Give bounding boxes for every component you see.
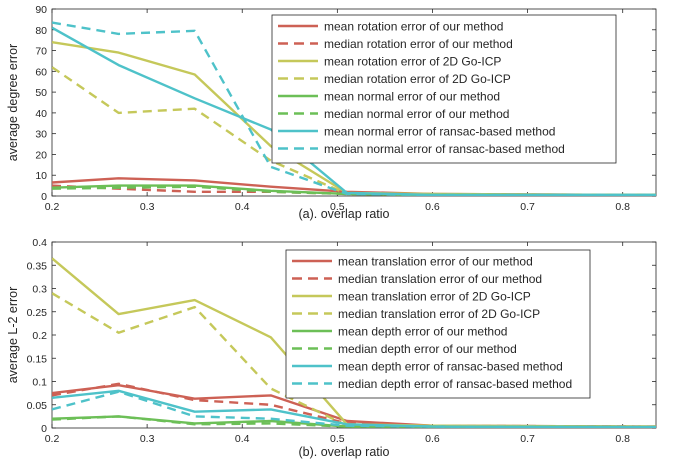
y-axis-label: average degree error	[6, 44, 20, 161]
x-tick-label: 0.4	[235, 201, 250, 213]
legend-label: median depth error of our method	[338, 342, 517, 356]
series-group	[52, 21, 656, 196]
legend: mean translation error of our method medi…	[285, 249, 591, 399]
chart-panel-a: 0.2 0.3 0.4 0.5 0.6 0.7 0.8 0 10 20 30 40 50 60 70 80 90…	[6, 4, 657, 221]
x-tick-label: 0.8	[615, 201, 630, 213]
legend: mean rotation error of our method median …	[271, 14, 617, 164]
x-tick-label: 0.6	[425, 433, 440, 445]
legend-label: median normal error of our method	[324, 107, 509, 121]
y-tick-label: 0.25	[27, 307, 48, 319]
legend-box	[285, 249, 591, 399]
y-tick-label: 30	[35, 129, 47, 141]
series-line-1	[52, 382, 656, 428]
legend-label: median depth error of ransac-based metho…	[338, 377, 572, 391]
x-tick-label: 0.5	[330, 201, 345, 213]
y-tick-label: 0.1	[32, 377, 47, 389]
y-tick-label: 0.2	[32, 330, 47, 342]
y-tick-label: 80	[35, 25, 47, 37]
legend-label: mean rotation error of 2D Go-ICP	[324, 55, 501, 69]
series-group	[52, 257, 656, 428]
legend-label: median rotation error of our method	[324, 37, 513, 51]
x-tick-label: 0.2	[45, 433, 60, 445]
y-tick-label: 20	[35, 149, 47, 161]
chart-panel-b: 0.2 0.3 0.4 0.5 0.6 0.7 0.8 0 0.05 0.1 0.15 0.2 0.25…	[6, 237, 657, 459]
x-tick-label: 0.4	[235, 433, 250, 445]
legend-label: mean translation error of our method	[338, 255, 533, 269]
x-tick-label: 0.8	[615, 433, 630, 445]
series-line-3	[52, 66, 656, 196]
y-axis-label: average L-2 error	[6, 287, 20, 384]
y-tick-label: 0.15	[27, 353, 48, 365]
legend-label: mean depth error of our method	[338, 325, 507, 339]
legend-label: median normal error of ransac-based meth…	[324, 142, 565, 156]
legend-label: median translation error of our method	[338, 272, 542, 286]
x-tick-label: 0.3	[140, 433, 155, 445]
y-tick-label: 40	[35, 108, 47, 120]
y-tick-label: 0.3	[32, 284, 47, 296]
x-tick-label: 0.5	[330, 433, 345, 445]
legend-label: mean normal error of our method	[324, 90, 500, 104]
x-tick-label: 0.3	[140, 201, 155, 213]
x-tick-label: 0.2	[45, 201, 60, 213]
y-tick-label: 10	[35, 170, 47, 182]
legend-label: mean translation error of 2D Go-ICP	[338, 290, 531, 304]
y-tick-label: 0.05	[27, 400, 48, 412]
x-axis-label: (a). overlap ratio	[298, 207, 389, 221]
y-tick-label: 0	[41, 191, 47, 203]
y-tick-label: 90	[35, 4, 47, 16]
y-tick-label: 0.35	[27, 260, 48, 272]
x-tick-label: 0.6	[425, 201, 440, 213]
y-tick-label: 50	[35, 87, 47, 99]
y-tick-label: 0	[41, 423, 47, 435]
y-tick-label: 60	[35, 66, 47, 78]
legend-label: mean depth error of ransac-based method	[338, 360, 563, 374]
y-tick-label: 0.4	[32, 237, 47, 249]
y-tick-label: 70	[35, 46, 47, 58]
legend-label: mean rotation error of our method	[324, 20, 503, 34]
legend-label: mean normal error of ransac-based method	[324, 125, 555, 139]
legend-label: median translation error of 2D Go-ICP	[338, 307, 540, 321]
x-tick-label: 0.7	[520, 433, 535, 445]
legend-label: median rotation error of 2D Go-ICP	[324, 72, 511, 86]
series-line-7	[52, 390, 656, 428]
series-line-7	[52, 21, 656, 196]
legend-box	[271, 14, 617, 164]
x-axis-label: (b). overlap ratio	[298, 445, 389, 459]
x-tick-label: 0.7	[520, 201, 535, 213]
